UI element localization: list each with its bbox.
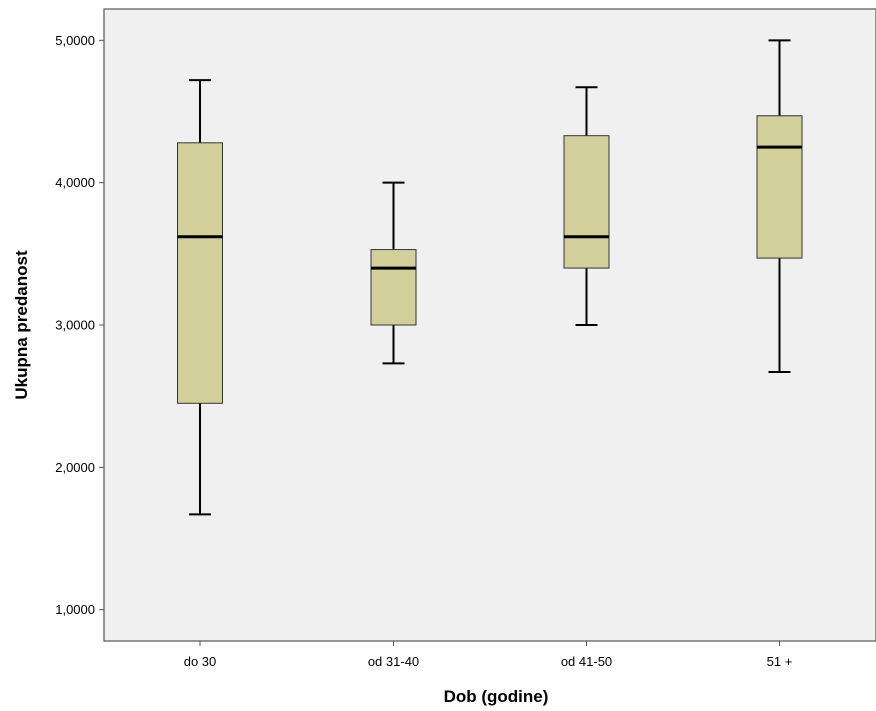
box-iqr	[370, 249, 417, 326]
x-tick-label: do 30	[184, 654, 217, 669]
box-iqr	[756, 115, 803, 259]
y-axis: 1,0000 2,0000 3,0000 4,0000 5,0000	[55, 33, 104, 617]
boxes	[177, 39, 803, 516]
x-tick-label: od 41-50	[561, 654, 612, 669]
x-axis-title: Dob (godine)	[444, 687, 549, 706]
box-group	[370, 181, 417, 365]
x-tick-label: od 31-40	[368, 654, 419, 669]
y-axis-title: Ukupna predanost	[12, 250, 31, 400]
y-tick-label: 1,0000	[55, 602, 95, 617]
box-group	[563, 86, 610, 326]
box-group	[177, 79, 223, 516]
y-tick-label: 3,0000	[55, 318, 95, 333]
box-group	[756, 39, 803, 373]
y-tick-label: 2,0000	[55, 460, 95, 475]
y-tick-label: 5,0000	[55, 33, 95, 48]
box-iqr	[563, 135, 610, 269]
x-axis: do 30 od 31-40 od 41-50 51 +	[184, 641, 793, 669]
box-iqr	[177, 142, 223, 404]
x-tick-label: 51 +	[767, 654, 793, 669]
plot-area	[103, 8, 876, 642]
y-tick-label: 4,0000	[55, 175, 95, 190]
